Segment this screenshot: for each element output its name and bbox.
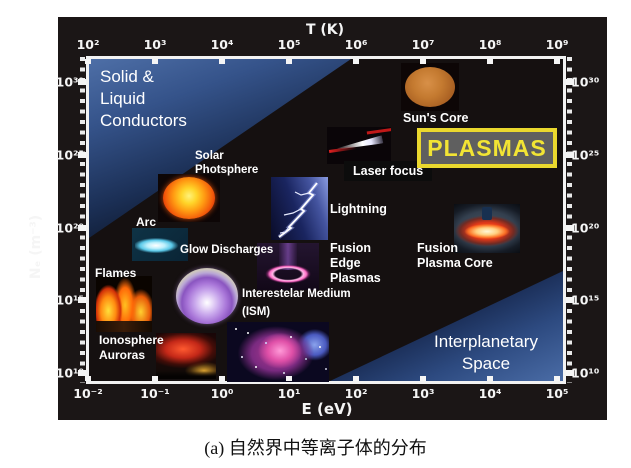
left-axis-tick-label: 10¹⁵ (55, 292, 84, 308)
laser-focus-image (327, 127, 391, 164)
lightning-label: Lightning (330, 202, 387, 216)
top-axis-tick-label: 10⁸ (478, 37, 502, 52)
glow-discharge-image (176, 268, 238, 324)
lightning-image (271, 177, 328, 240)
aurora-image (156, 333, 216, 379)
top-axis-tick-label: 10⁴ (210, 37, 234, 52)
tick-mark (152, 376, 158, 381)
suns-core-image (401, 63, 459, 111)
ionosphere-auroras-label: Ionosphere Auroras (99, 333, 164, 362)
flames-image (96, 276, 152, 332)
tick-mark (353, 59, 359, 64)
top-axis-tick-label: 10⁹ (545, 37, 569, 52)
tick-mark (219, 376, 225, 381)
right-axis-tick-label: 10³⁰ (571, 74, 600, 90)
tick-mark (85, 376, 91, 381)
right-axis-minor-ticks (567, 57, 572, 383)
photosphere-glow (163, 177, 215, 219)
left-axis-tick-label: 10¹⁰ (55, 365, 84, 381)
bottom-axis-tick-label: 10⁰ (210, 386, 234, 401)
right-axis-tick-label: 10¹⁵ (571, 292, 600, 308)
left-axis-title: Nₑ (m⁻³) (28, 214, 44, 280)
left-axis-tick-label: 10³⁰ (55, 74, 84, 90)
arc-label: Arc (136, 215, 157, 229)
bottom-axis-tick-label: 10⁵ (545, 386, 569, 401)
tick-mark (219, 59, 225, 64)
tick-mark (487, 59, 493, 64)
tick-mark (566, 79, 574, 85)
tick-mark (152, 59, 158, 64)
fusion-plasma-core-label: Fusion Plasma Core (417, 241, 493, 270)
tick-mark (420, 59, 426, 64)
left-axis-tick-label: 10²⁵ (55, 147, 84, 163)
solid-conductors-label: Solid & Liquid Conductors (100, 67, 187, 131)
top-axis-tick-label: 10³ (143, 37, 167, 52)
tick-mark (566, 297, 574, 303)
tick-mark (353, 376, 359, 381)
tokamak-image (454, 204, 520, 253)
arc-image (132, 228, 188, 261)
glow-discharges-label: Glow Discharges (180, 244, 274, 256)
tick-mark (566, 370, 574, 376)
tick-mark (286, 59, 292, 64)
left-axis-tick-label: 10²⁰ (55, 220, 84, 236)
bottom-axis-tick-label: 10⁻² (73, 386, 103, 401)
top-axis-tick-label: 10² (76, 37, 100, 52)
laser-focus-label: Laser focus (344, 161, 433, 181)
tick-mark (78, 225, 86, 231)
tick-mark (286, 376, 292, 381)
tick-mark (566, 225, 574, 231)
tick-mark (78, 297, 86, 303)
bottom-axis-tick-label: 10⁻¹ (140, 386, 170, 401)
interplanetary-space-label: Interplanetary Space (434, 332, 538, 374)
bottom-axis-tick-label: 10³ (411, 386, 435, 401)
solar-photosphere-image (158, 174, 220, 222)
tick-mark (554, 376, 560, 381)
bottom-axis-tick-label: 10² (344, 386, 368, 401)
tick-mark (78, 370, 86, 376)
right-axis-tick-label: 10²⁵ (571, 147, 600, 163)
figure-caption: (a) 自然界中等离子体的分布 (204, 438, 427, 458)
fusion-edge-image (257, 243, 319, 290)
plasmas-badge: PLASMAS (417, 128, 557, 168)
fusion-edge-plasmas-label: Fusion Edge Plasmas (330, 241, 381, 285)
bottom-axis-title: E (eV) (301, 400, 353, 418)
nebula-image (227, 322, 329, 382)
right-axis-tick-label: 10²⁰ (571, 220, 600, 236)
tick-mark (487, 376, 493, 381)
top-axis-tick-label: 10⁶ (344, 37, 368, 52)
tick-mark (85, 59, 91, 64)
tick-mark (554, 59, 560, 64)
left-axis-minor-ticks (80, 57, 85, 383)
tick-mark (566, 152, 574, 158)
right-axis-tick-label: 10¹⁰ (571, 365, 600, 381)
lightning-bolt-icon (277, 181, 319, 239)
interstellar-medium-label: Interestelar Medium (ISM) (242, 288, 351, 319)
bottom-axis-tick-label: 10¹ (277, 386, 301, 401)
bottom-axis-tick-label: 10⁴ (478, 386, 502, 401)
top-axis-title: T (K) (305, 22, 345, 38)
tick-mark (420, 376, 426, 381)
top-axis-tick-label: 10⁵ (277, 37, 301, 52)
top-axis-tick-label: 10⁷ (411, 37, 435, 52)
solar-photosphere-label: Solar Photsphere (195, 150, 259, 177)
flames-label: Flames (95, 266, 137, 280)
tick-mark (78, 79, 86, 85)
suns-core-label: Sun's Core (403, 111, 469, 125)
suns-core-sphere (405, 67, 455, 107)
tick-mark (78, 152, 86, 158)
